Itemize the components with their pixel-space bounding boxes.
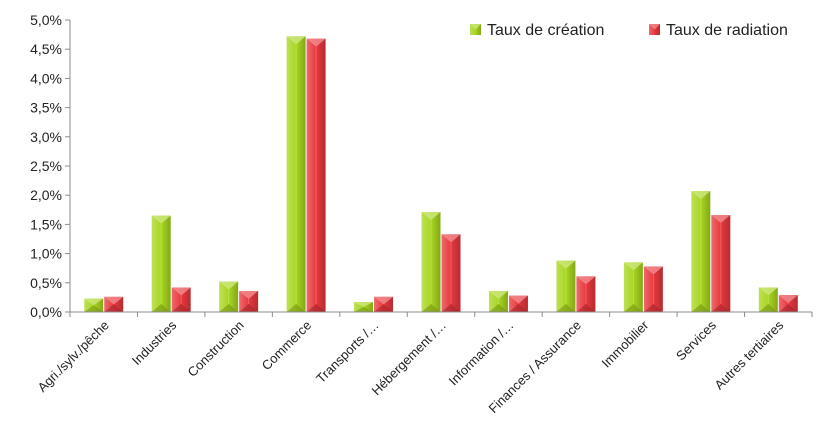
bars (84, 36, 798, 313)
legend-label: Taux de radiation (666, 22, 788, 39)
y-tick-label: 4,0% (30, 70, 62, 86)
x-category-label: Agri./sylv./pêche (34, 318, 111, 395)
legend-item-creation: Taux de création (470, 22, 604, 39)
x-category-label: Hébergement /… (369, 318, 450, 399)
bar-creation (286, 36, 306, 313)
bar-creation (556, 260, 576, 312)
bar-creation (354, 302, 374, 312)
y-tick-label: 2,5% (30, 158, 62, 174)
bar-radiation (711, 215, 731, 312)
bar-creation (758, 287, 778, 312)
bar-creation (219, 281, 239, 312)
x-category-label: Services (673, 317, 719, 363)
y-axis: 0,0% 0,5% 1,0% 1,5% 2,0% 2,5% 3,0% 3,5% 4,0% 4,5%… (30, 12, 71, 320)
x-category-label: Immobilier (598, 317, 651, 370)
bar-creation (488, 290, 508, 312)
bar-radiation (643, 266, 663, 312)
x-category-label: Industries (129, 317, 180, 368)
bar-radiation (104, 296, 124, 312)
y-tick-label: 3,0% (30, 129, 62, 145)
x-axis: Agri./sylv./pêche Industries Construction C… (34, 311, 813, 416)
bar-radiation (306, 38, 326, 313)
bar-radiation (374, 296, 394, 312)
legend-item-radiation: Taux de radiation (649, 22, 788, 39)
y-tick-label: 0,0% (30, 304, 62, 320)
bar-creation (84, 298, 104, 312)
bar-radiation (171, 287, 191, 312)
bar-radiation (239, 290, 259, 312)
y-tick-label: 5,0% (30, 12, 62, 28)
bar-radiation (441, 234, 461, 312)
bar-creation (623, 262, 643, 312)
bar-radiation (778, 295, 798, 312)
x-category-label: Commerce (259, 318, 315, 374)
y-tick-label: 1,0% (30, 246, 62, 262)
bar-creation (421, 212, 441, 312)
x-category-label: Transports /… (313, 318, 382, 387)
x-category-label: Information /… (446, 318, 517, 389)
y-tick-label: 2,0% (30, 187, 62, 203)
y-tick-label: 4,5% (30, 41, 62, 57)
x-category-label: Construction (185, 318, 247, 380)
y-tick-label: 3,5% (30, 100, 62, 116)
bar-creation (151, 215, 171, 312)
bar-creation (691, 191, 711, 312)
bar-radiation (576, 276, 596, 312)
y-tick-label: 1,5% (30, 216, 62, 232)
bar-radiation (508, 295, 528, 312)
legend: Taux de création Taux de radiation (470, 22, 788, 39)
legend-label: Taux de création (487, 22, 604, 39)
y-tick-label: 0,5% (30, 275, 62, 291)
x-category-label: Autres tertiaires (711, 317, 786, 392)
